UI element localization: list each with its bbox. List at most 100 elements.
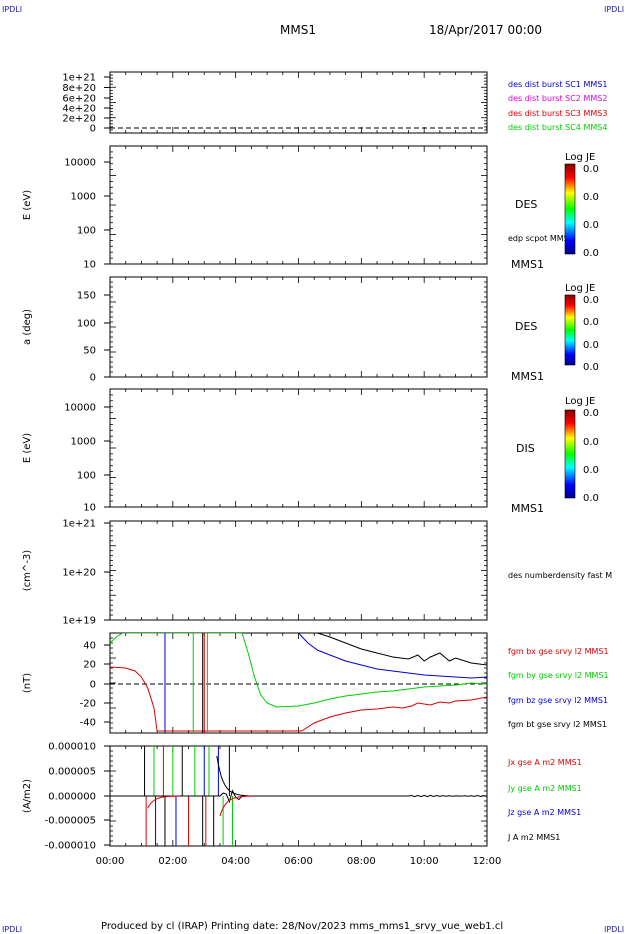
colorbar-scale <box>564 409 576 499</box>
legend-entry: Jz gse A m2 MMS1 <box>507 808 581 817</box>
y-tick-label: 1000 <box>71 192 96 203</box>
corner-label-br: IPDLI <box>604 925 624 934</box>
panel-des-burst <box>109 71 488 134</box>
y-tick-label: 0.000000 <box>48 792 96 803</box>
series-line <box>147 795 180 809</box>
data-marks <box>110 127 487 846</box>
x-tick-label: 10:00 <box>410 856 439 867</box>
panel-density <box>109 520 488 621</box>
x-tick-label: 06:00 <box>284 856 313 867</box>
y-tick-label: -20 <box>80 699 96 710</box>
legend-entry: Jy gse A m2 MMS1 <box>507 784 582 793</box>
spacecraft-title: MMS1 <box>280 23 316 37</box>
y-tick-label: 2e+20 <box>62 114 96 125</box>
x-tick-label: 12:00 <box>473 856 502 867</box>
panel-frame <box>109 145 488 265</box>
legend-entry: des dist burst SC4 MMS4 <box>508 123 607 132</box>
side-label: MMS1 <box>511 370 544 383</box>
panel-frame <box>109 520 488 621</box>
panel-fgm <box>109 632 488 734</box>
colorbar-tick-label: 0.0 <box>583 192 599 203</box>
x-tick-label: 02:00 <box>158 856 187 867</box>
legend-entry: Jx gse A m2 MMS1 <box>507 758 582 767</box>
y-tick-label: 150 <box>77 291 96 302</box>
panel-frame <box>109 276 488 378</box>
panel-frame <box>109 71 488 134</box>
series-line <box>216 755 249 797</box>
date-title: 18/Apr/2017 00:00 <box>429 23 542 37</box>
side-label: DES <box>515 198 537 211</box>
colorbar: Log JE0.00.00.00.0 <box>564 152 599 259</box>
y-tick-label: -0.000010 <box>45 841 96 852</box>
legend-entry: des dist burst SC3 MMS3 <box>508 109 607 118</box>
x-tick-label: 00:00 <box>96 856 125 867</box>
y-axis-label: E (eV) <box>22 190 33 220</box>
y-tick-label: 0 <box>90 124 96 135</box>
y-tick-label: -0.000005 <box>45 816 96 827</box>
side-label: MMS1 <box>511 258 544 271</box>
series-line <box>219 795 252 817</box>
y-tick-label: 1e+19 <box>62 616 96 627</box>
y-tick-label: 10000 <box>64 403 96 414</box>
y-tick-label: 100 <box>77 471 96 482</box>
corner-label-bl: IPDLI <box>2 925 22 934</box>
y-tick-label: 8e+20 <box>62 83 96 94</box>
y-axis-label: a (deg) <box>22 309 33 345</box>
side-labels: des dist burst SC1 MMS1 des dist burst SC… <box>507 80 612 842</box>
colorbar-tick-label: 0.0 <box>583 317 599 328</box>
legend-entry: des dist burst SC1 MMS1 <box>508 80 607 89</box>
side-label: DES <box>515 320 537 333</box>
y-tick-label: 0.000005 <box>48 767 96 778</box>
panel-frame <box>109 388 488 508</box>
y-tick-label: 1000 <box>71 437 96 448</box>
footer-credit: Produced by cl (IRAP) Printing date: 28/… <box>101 921 503 932</box>
corner-label-tr: IPDLI <box>604 5 624 14</box>
panel-dis-energy <box>109 388 488 508</box>
y-tick-label: 100 <box>77 226 96 237</box>
colorbar-tick-label: 0.0 <box>583 493 599 504</box>
y-tick-label: 100 <box>77 319 96 330</box>
legend-entry: des dist burst SC2 MMS2 <box>508 94 607 103</box>
series-line <box>298 633 487 679</box>
colorbar-title: Log JE <box>565 152 595 163</box>
panel-des-energy <box>109 145 488 265</box>
y-axis-label: (cm^-3) <box>22 550 33 591</box>
colorbar-tick-label: 0.0 <box>583 295 599 306</box>
y-tick-label: 10 <box>83 503 96 514</box>
colorbar: Log JE0.00.00.00.0 <box>564 283 599 373</box>
side-label: MMS1 <box>511 502 544 515</box>
x-tick-label: 04:00 <box>221 856 250 867</box>
y-tick-label: -40 <box>80 718 96 729</box>
series-line <box>110 666 487 732</box>
y-tick-label: 10 <box>83 260 96 271</box>
series-line <box>317 633 487 666</box>
y-tick-label: 1e+20 <box>62 568 96 579</box>
legend-entry: des numberdensity fast M <box>508 571 612 580</box>
y-axis-label: (A/m2) <box>22 779 33 813</box>
panel-des-pitch <box>109 276 488 378</box>
colorbar-tick-label: 0.0 <box>583 465 599 476</box>
colorbar-tick-label: 0.0 <box>583 340 599 351</box>
y-tick-label: 6e+20 <box>62 94 96 105</box>
series-line <box>110 633 487 708</box>
side-label: edp scpot MMS1 <box>508 234 574 243</box>
y-tick-label: 0 <box>90 373 96 384</box>
legend-entry: J A m2 MMS1 <box>507 833 560 842</box>
y-tick-label: 10000 <box>64 158 96 169</box>
colorbar-scale <box>564 163 576 255</box>
legend-entry: fgm bt gse srvy l2 MMS1 <box>508 720 607 729</box>
colorbar-title: Log JE <box>565 283 595 294</box>
y-axis-label: E (eV) <box>22 433 33 463</box>
legend-entry: fgm bx gse srvy l2 MMS1 <box>508 647 609 656</box>
x-tick-label: 08:00 <box>347 856 376 867</box>
colorbar-tick-label: 0.0 <box>583 220 599 231</box>
colorbar-tick-label: 0.0 <box>583 437 599 448</box>
colorbar: Log JE0.00.00.00.0 <box>564 396 599 504</box>
y-tick-label: 0.000010 <box>48 742 96 753</box>
fgm-series-group <box>110 633 487 733</box>
colorbar-tick-label: 0.0 <box>583 362 599 373</box>
colorbar-scale <box>564 294 576 366</box>
y-axis-label: (nT) <box>22 673 33 693</box>
y-tick-label: 50 <box>83 346 96 357</box>
